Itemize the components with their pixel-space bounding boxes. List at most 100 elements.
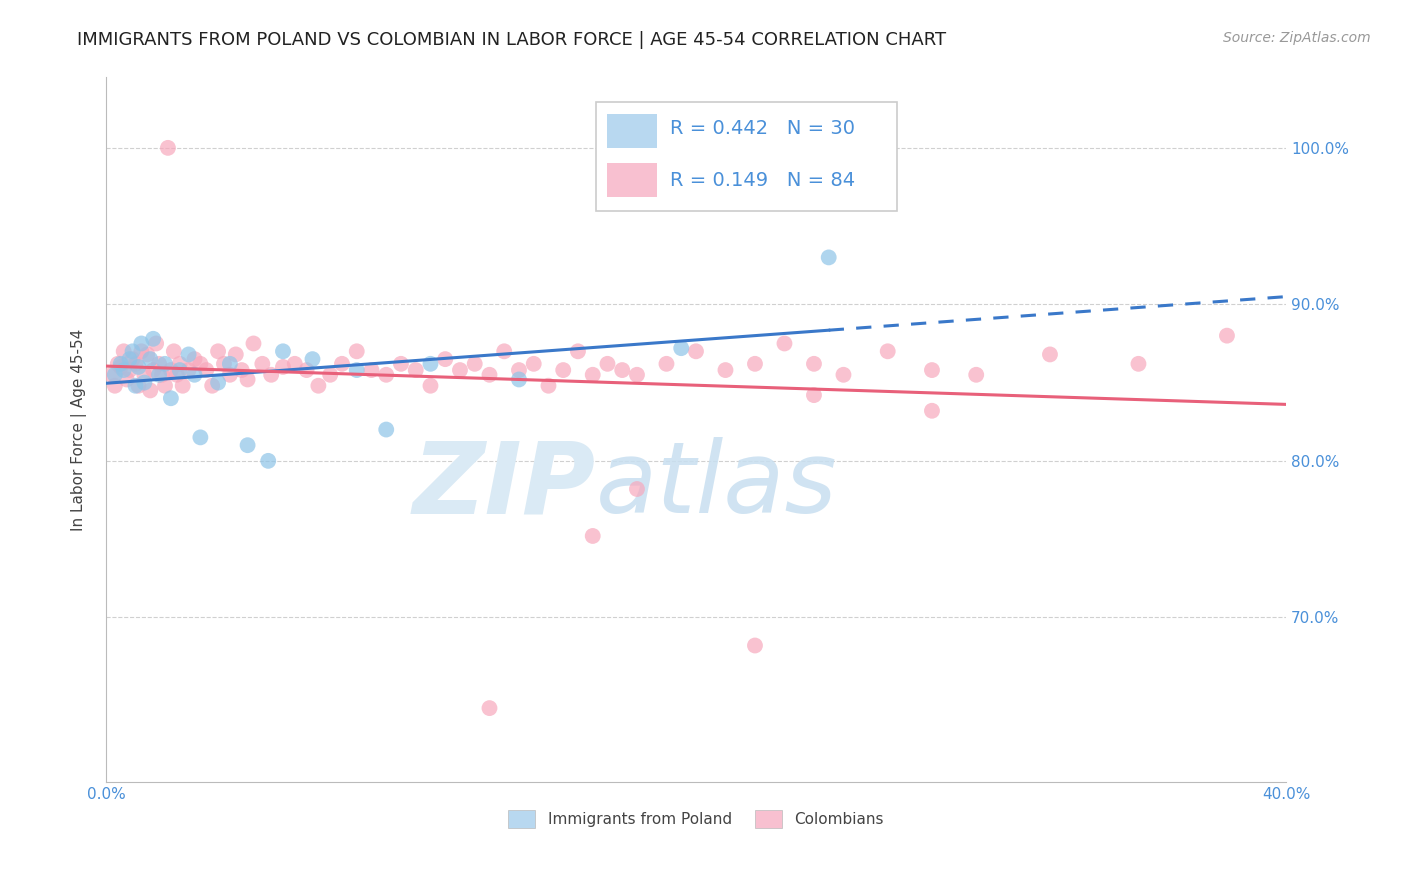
Point <box>153 378 176 392</box>
Point <box>478 701 501 715</box>
Point <box>219 357 242 371</box>
Point <box>817 251 839 265</box>
Point <box>136 347 159 361</box>
FancyBboxPatch shape <box>607 114 657 148</box>
Point <box>190 430 212 444</box>
Point <box>177 363 200 377</box>
Point <box>464 357 486 371</box>
Point <box>145 336 167 351</box>
Point <box>115 372 138 386</box>
Point <box>139 384 162 398</box>
Text: atlas: atlas <box>596 437 838 534</box>
Point <box>153 357 176 371</box>
Point <box>139 352 162 367</box>
Point <box>201 378 224 392</box>
Point <box>744 357 766 371</box>
Point <box>257 454 280 468</box>
Point <box>166 368 188 382</box>
Point <box>127 378 149 392</box>
Point <box>567 344 589 359</box>
Legend: Immigrants from Poland, Colombians: Immigrants from Poland, Colombians <box>502 804 890 834</box>
Point <box>1039 347 1062 361</box>
Point <box>207 376 229 390</box>
Point <box>148 357 170 371</box>
Point <box>773 336 796 351</box>
Point <box>260 368 283 382</box>
FancyBboxPatch shape <box>607 163 657 197</box>
Point <box>112 363 135 377</box>
Point <box>612 363 634 377</box>
Point <box>419 378 441 392</box>
Point <box>163 344 186 359</box>
Point <box>242 336 264 351</box>
Point <box>346 344 368 359</box>
Point <box>212 357 235 371</box>
Text: R = 0.149   N = 84: R = 0.149 N = 84 <box>671 171 855 191</box>
Text: R = 0.442   N = 30: R = 0.442 N = 30 <box>671 120 855 138</box>
Point <box>236 438 259 452</box>
Point <box>131 344 153 359</box>
Point <box>225 347 247 361</box>
Point <box>744 639 766 653</box>
FancyBboxPatch shape <box>596 102 897 211</box>
Point <box>271 359 294 374</box>
Point <box>307 378 329 392</box>
Point <box>685 344 707 359</box>
Point <box>434 352 457 367</box>
Point <box>319 368 342 382</box>
Point <box>523 357 546 371</box>
Point <box>803 388 825 402</box>
Point <box>921 363 943 377</box>
Point <box>118 363 141 377</box>
Point <box>626 368 648 382</box>
Point <box>172 378 194 392</box>
Point <box>478 368 501 382</box>
Point <box>301 352 323 367</box>
Point <box>389 357 412 371</box>
Point <box>1216 328 1239 343</box>
Y-axis label: In Labor Force | Age 45-54: In Labor Force | Age 45-54 <box>72 328 87 531</box>
Point <box>921 404 943 418</box>
Point <box>671 341 693 355</box>
Point <box>405 363 427 377</box>
Point <box>107 357 129 371</box>
Point <box>295 363 318 377</box>
Point <box>134 368 156 382</box>
Point <box>160 363 183 377</box>
Point <box>494 344 516 359</box>
Point <box>177 347 200 361</box>
Point <box>112 344 135 359</box>
Point <box>965 368 987 382</box>
Point <box>104 368 127 382</box>
Point <box>207 344 229 359</box>
Point <box>832 368 855 382</box>
Point <box>160 391 183 405</box>
Point <box>142 332 165 346</box>
Point <box>183 352 205 367</box>
Point <box>219 368 242 382</box>
Point <box>124 357 146 371</box>
Point <box>375 368 398 382</box>
Text: Source: ZipAtlas.com: Source: ZipAtlas.com <box>1223 31 1371 45</box>
Point <box>169 363 191 377</box>
Point <box>582 368 605 382</box>
Point <box>508 372 530 386</box>
Point <box>190 357 212 371</box>
Point <box>169 357 191 371</box>
Point <box>271 344 294 359</box>
Point <box>110 357 132 371</box>
Point <box>626 482 648 496</box>
Point <box>508 363 530 377</box>
Point <box>236 372 259 386</box>
Point <box>110 359 132 374</box>
Point <box>148 368 170 382</box>
Point <box>360 363 382 377</box>
Point <box>655 357 678 371</box>
Point <box>183 368 205 382</box>
Point <box>449 363 471 377</box>
Point <box>419 357 441 371</box>
Point <box>101 368 124 382</box>
Point <box>582 529 605 543</box>
Point <box>876 344 898 359</box>
Point <box>330 357 353 371</box>
